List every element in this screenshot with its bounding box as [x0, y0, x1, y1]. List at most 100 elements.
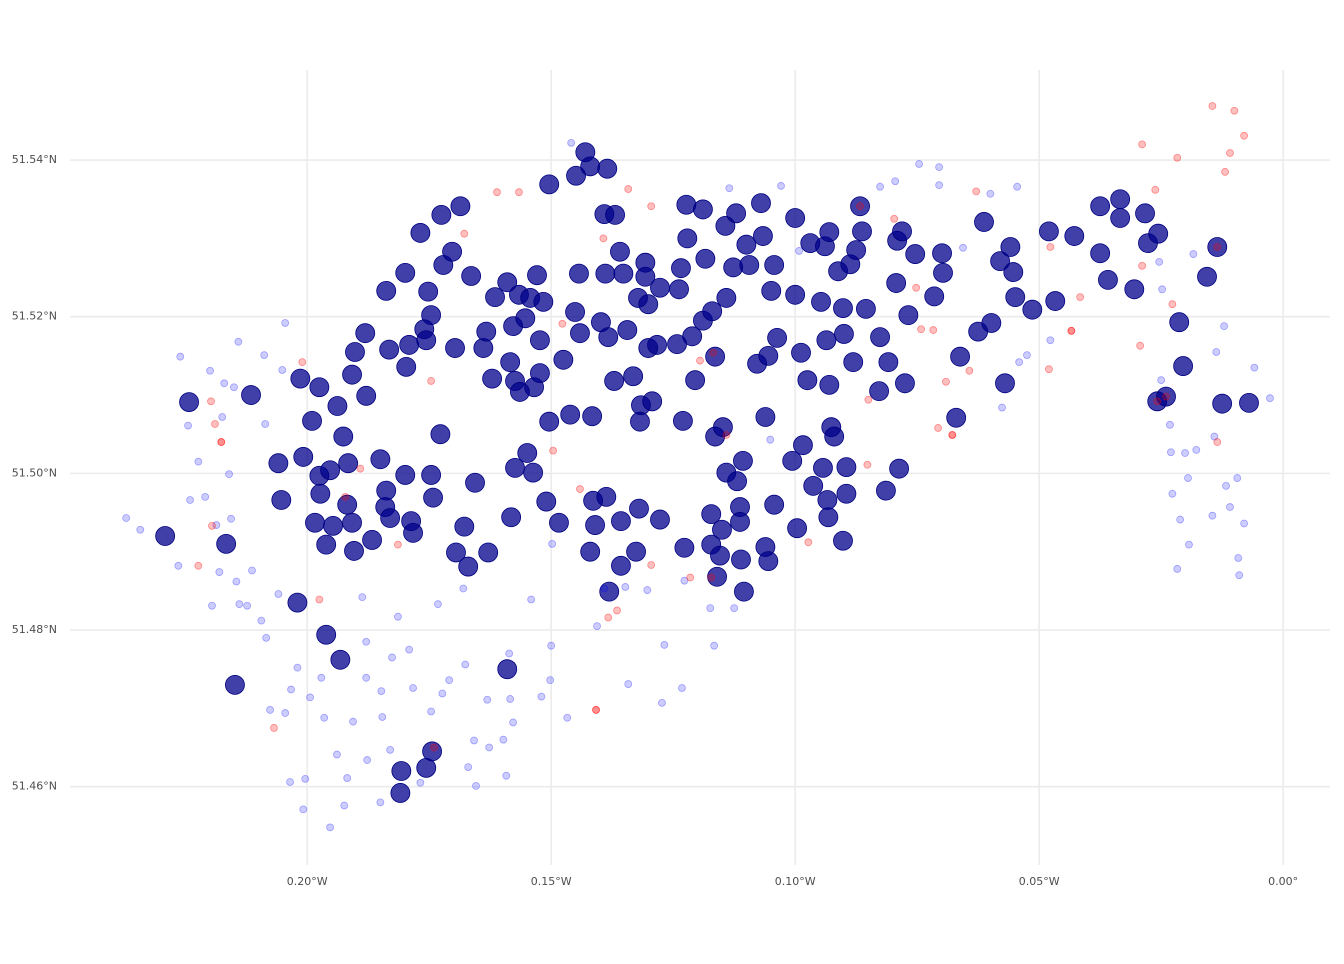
point	[889, 458, 910, 479]
point	[438, 689, 447, 698]
point	[598, 327, 619, 347]
point	[751, 193, 771, 214]
point	[624, 185, 633, 193]
point	[613, 606, 621, 615]
point	[843, 352, 864, 373]
point	[767, 327, 788, 348]
point	[201, 492, 210, 501]
point	[593, 622, 601, 631]
point	[959, 243, 967, 252]
point	[326, 823, 335, 832]
point	[713, 417, 733, 438]
point	[803, 476, 824, 496]
point	[924, 286, 945, 307]
point	[733, 450, 753, 471]
point	[878, 352, 899, 373]
point	[981, 313, 1002, 333]
point	[592, 706, 600, 714]
point	[497, 659, 518, 680]
point	[1239, 392, 1259, 413]
point	[766, 435, 775, 444]
point	[423, 487, 443, 508]
point	[933, 262, 953, 283]
point	[316, 534, 337, 555]
point	[685, 370, 706, 391]
point	[795, 247, 803, 255]
point	[846, 240, 867, 261]
point	[730, 604, 739, 612]
point	[225, 470, 233, 479]
point	[1222, 482, 1230, 490]
point	[396, 356, 417, 377]
point	[869, 381, 889, 402]
point	[565, 302, 585, 322]
point	[320, 713, 329, 722]
point	[710, 545, 730, 566]
point	[483, 695, 492, 704]
point	[502, 771, 511, 780]
point	[461, 660, 470, 669]
point	[677, 228, 698, 249]
point	[876, 480, 896, 501]
point	[856, 298, 876, 319]
point	[220, 379, 229, 388]
point	[241, 385, 261, 405]
point	[394, 612, 402, 621]
point	[286, 778, 294, 786]
point	[1226, 149, 1234, 157]
point	[876, 182, 884, 191]
point	[1169, 312, 1190, 333]
point	[1124, 279, 1145, 300]
point	[1067, 326, 1076, 335]
point	[176, 352, 185, 361]
point	[446, 542, 466, 563]
point	[459, 584, 468, 593]
point	[356, 464, 365, 473]
point	[990, 251, 1011, 272]
point	[493, 188, 501, 197]
point	[399, 335, 420, 355]
point	[409, 684, 417, 692]
point	[1138, 261, 1147, 270]
point	[537, 692, 546, 701]
point	[1023, 351, 1031, 360]
point	[870, 327, 890, 347]
point	[388, 653, 396, 662]
point	[344, 541, 364, 561]
point	[427, 707, 436, 716]
point	[465, 472, 485, 493]
point	[1110, 189, 1131, 210]
point	[323, 515, 343, 536]
point	[1158, 285, 1167, 294]
point	[1176, 515, 1185, 524]
point	[673, 410, 693, 431]
point	[629, 498, 649, 519]
point	[349, 717, 357, 726]
point	[696, 356, 704, 365]
point	[563, 713, 572, 722]
point	[725, 184, 734, 193]
x-tick-label: 0.05°W	[1019, 875, 1060, 888]
point	[604, 371, 625, 391]
point-series	[194, 102, 1249, 752]
point	[274, 590, 283, 598]
point	[287, 685, 295, 694]
point	[1192, 445, 1201, 454]
point	[539, 174, 560, 195]
point	[501, 507, 522, 528]
point	[912, 283, 921, 292]
point	[682, 326, 703, 347]
point	[580, 156, 601, 177]
point	[797, 370, 818, 391]
x-tick-label: 0.15°W	[531, 875, 572, 888]
point	[342, 364, 362, 385]
point	[310, 483, 331, 504]
point	[710, 641, 719, 650]
point	[1240, 131, 1249, 140]
point	[293, 663, 302, 672]
point	[464, 763, 473, 771]
point	[1153, 397, 1162, 406]
point	[290, 368, 311, 389]
point	[530, 363, 550, 384]
